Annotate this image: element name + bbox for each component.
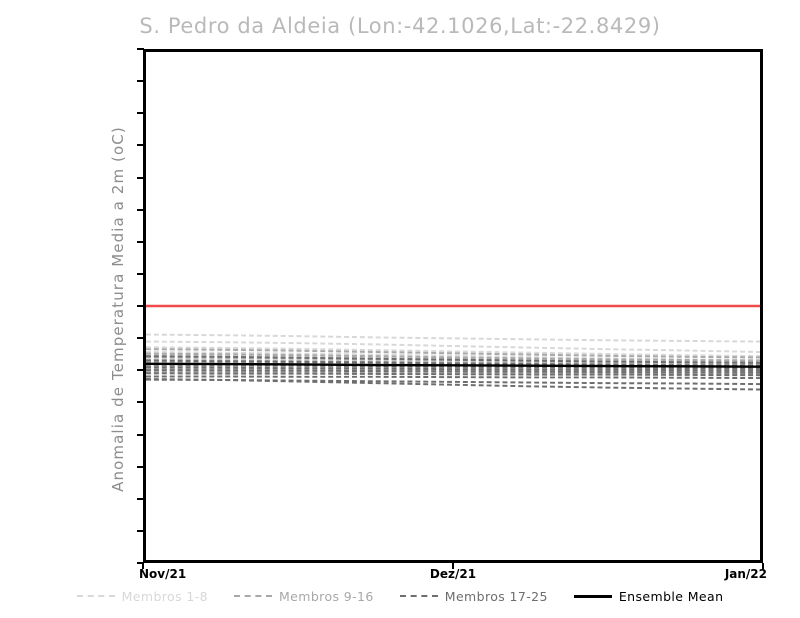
x-tick-mark	[452, 563, 454, 569]
y-tick-mark	[137, 80, 144, 83]
member-line-membros_17_25	[146, 372, 760, 377]
x-tick-label: Jan/22	[724, 567, 767, 581]
y-tick-mark	[137, 465, 144, 468]
legend-item[interactable]: Membros 9-16	[234, 589, 374, 604]
y-axis-label: Anomalia de Temperatura Media a 2m (oC)	[109, 126, 127, 492]
member-line-membros_17_25	[146, 363, 760, 370]
x-tick-mark	[762, 563, 764, 569]
chart-legend: Membros 1-8 Membros 9-16 Membros 17-25 Ense…	[0, 586, 800, 606]
member-line-membros_17_25	[146, 369, 760, 374]
y-tick-mark	[137, 529, 144, 532]
y-tick-mark	[137, 240, 144, 243]
y-tick-mark	[137, 208, 144, 211]
x-tick-label: Nov/21	[139, 567, 187, 581]
y-tick-mark	[137, 401, 144, 404]
y-tick-mark	[137, 497, 144, 500]
y-tick-mark	[137, 433, 144, 436]
y-tick-mark	[137, 144, 144, 147]
legend-label: Ensemble Mean	[618, 588, 724, 604]
y-tick-mark	[137, 305, 144, 307]
member-line-membros_17_25	[146, 378, 760, 391]
member-line-membros_1_8	[146, 333, 760, 343]
x-tick-label: Dez/21	[429, 567, 477, 581]
y-tick-mark	[137, 272, 144, 275]
x-tick-mark	[142, 563, 144, 569]
legend-swatch-icon	[399, 595, 438, 597]
legend-swatch-icon	[234, 595, 272, 597]
y-tick-mark	[137, 562, 144, 564]
ensemble-mean-line	[146, 362, 760, 368]
legend-item[interactable]: Membros 17-25	[399, 588, 548, 604]
plot-area	[143, 49, 763, 563]
y-tick-mark	[137, 176, 144, 179]
member-line-membros_17_25	[146, 355, 760, 364]
legend-swatch-icon	[573, 594, 612, 598]
member-line-membros_1_8	[146, 346, 760, 358]
member-line-membros_17_25	[146, 378, 760, 386]
legend-item[interactable]: Membros 1-8	[76, 588, 208, 604]
y-tick-mark	[137, 337, 144, 340]
legend-label: Membros 9-16	[279, 588, 374, 604]
y-tick-mark	[137, 112, 144, 115]
chart-title: S. Pedro da Aldeia (Lon:-42.1026,Lat:-22…	[139, 14, 661, 38]
member-line-membros_1_8	[146, 340, 760, 354]
y-tick-mark	[137, 369, 144, 372]
member-line-membros_9_16	[146, 371, 760, 376]
legend-item[interactable]: Ensemble Mean	[573, 588, 724, 604]
member-line-membros_9_16	[146, 352, 760, 362]
member-line-membros_9_16	[146, 348, 760, 359]
legend-label: Membros 1-8	[121, 588, 208, 604]
member-line-membros_17_25	[146, 366, 760, 372]
y-tick-mark	[137, 48, 144, 50]
ensemble-series-layer	[146, 304, 760, 391]
legend-label: Membros 17-25	[444, 588, 548, 604]
member-line-membros_17_25	[146, 375, 760, 380]
legend-swatch-icon	[76, 595, 115, 597]
